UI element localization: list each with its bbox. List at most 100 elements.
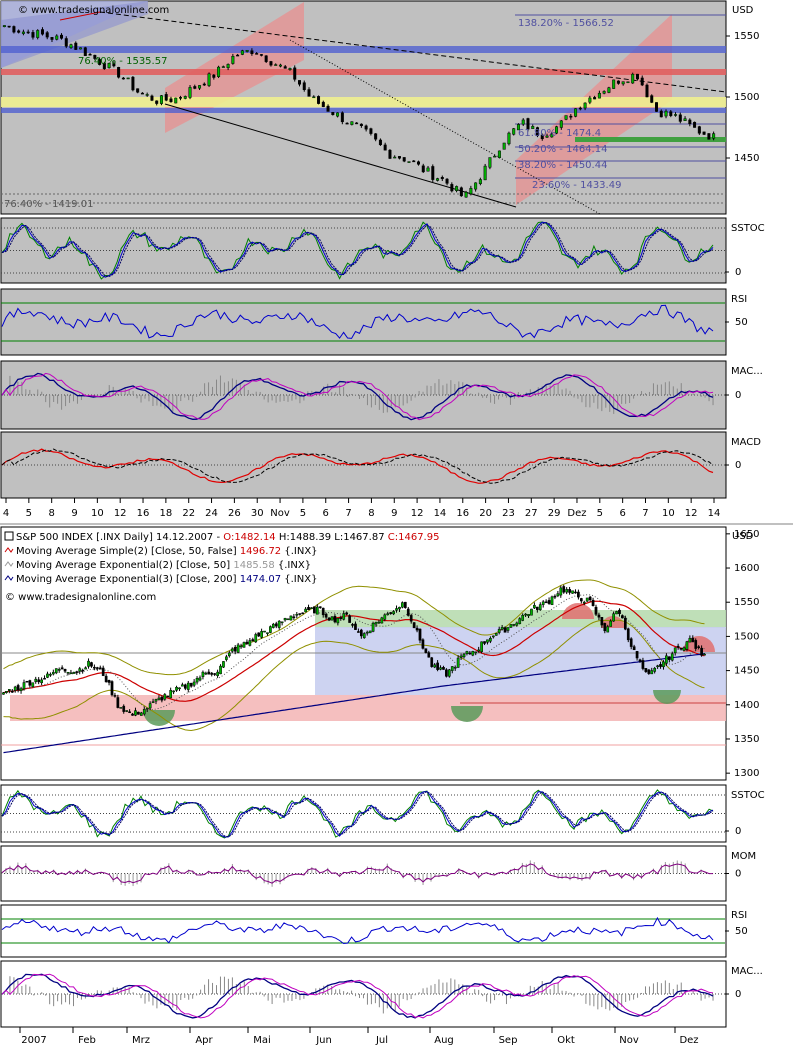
candle bbox=[257, 632, 261, 637]
candle bbox=[21, 31, 25, 34]
candle bbox=[242, 642, 246, 648]
candle bbox=[676, 645, 680, 648]
candle bbox=[568, 589, 571, 593]
candle bbox=[674, 114, 678, 116]
candle bbox=[264, 55, 268, 62]
candle bbox=[254, 634, 258, 643]
candle bbox=[656, 665, 659, 668]
candle bbox=[655, 102, 658, 112]
top-price-panel: 138.20% - 1566.52 76.40% - 1535.57 61.80… bbox=[0, 0, 727, 215]
candle bbox=[418, 628, 422, 641]
candle bbox=[397, 156, 401, 159]
date-tick: Feb bbox=[78, 1035, 96, 1046]
mom-line bbox=[1, 863, 713, 884]
candle bbox=[450, 184, 454, 192]
candle bbox=[678, 114, 682, 122]
candle bbox=[298, 613, 302, 615]
candle bbox=[7, 25, 11, 28]
legend-item: S&P 500 INDEX [.INX Daily] 14.12.2007 - … bbox=[16, 532, 439, 543]
candle bbox=[117, 67, 121, 78]
candle bbox=[606, 626, 610, 633]
candle bbox=[98, 59, 102, 65]
signal-line bbox=[1, 973, 714, 1019]
candle bbox=[128, 711, 131, 713]
candle bbox=[392, 611, 395, 615]
candle bbox=[179, 97, 182, 99]
candle bbox=[682, 647, 686, 651]
candle bbox=[137, 711, 140, 715]
candle bbox=[301, 612, 305, 615]
candle bbox=[250, 50, 254, 55]
candle bbox=[616, 80, 620, 84]
candle bbox=[386, 613, 390, 616]
bottom-price-panel: S&P 500 INDEX [.INX Daily] 14.12.2007 - … bbox=[0, 526, 727, 781]
date-tick: 5 bbox=[26, 508, 32, 519]
candle bbox=[697, 646, 701, 648]
candle bbox=[10, 690, 14, 693]
candle bbox=[493, 155, 497, 158]
panel-label: MAC... bbox=[731, 966, 763, 977]
candle bbox=[621, 615, 624, 619]
stoc-line bbox=[1, 221, 714, 277]
candle bbox=[459, 187, 463, 197]
candle bbox=[383, 614, 387, 620]
candle bbox=[433, 664, 437, 668]
blue-band bbox=[1, 46, 726, 53]
candle bbox=[516, 124, 520, 131]
candle bbox=[635, 73, 639, 80]
candle bbox=[530, 608, 533, 616]
candle bbox=[377, 621, 381, 624]
candle bbox=[456, 657, 460, 668]
candle bbox=[84, 667, 87, 670]
price-tick: 1600 bbox=[734, 563, 759, 574]
legend-item: Moving Average Simple(2) [Close, 50, Fal… bbox=[16, 546, 318, 557]
fib-label: 50.20% - 1464.14 bbox=[518, 144, 607, 155]
candle bbox=[198, 677, 202, 681]
candle bbox=[371, 622, 375, 632]
candle bbox=[274, 64, 278, 66]
candle bbox=[169, 98, 173, 102]
candle bbox=[518, 618, 522, 624]
candle bbox=[110, 681, 114, 696]
stoc-line bbox=[1, 790, 714, 838]
candle bbox=[562, 586, 566, 593]
candle bbox=[626, 81, 630, 83]
bottom-indicator-panels: SSTOC 0 MOM 0 RSI 50 MAC... 0 bbox=[0, 784, 765, 1028]
candle bbox=[478, 179, 482, 184]
date-tick: Aug bbox=[434, 1035, 454, 1046]
date-tick: Dez bbox=[567, 508, 586, 519]
candle bbox=[321, 101, 325, 107]
candle bbox=[670, 653, 674, 661]
candle bbox=[104, 675, 108, 683]
candle bbox=[159, 95, 163, 104]
candle bbox=[139, 712, 143, 716]
candle bbox=[531, 126, 535, 129]
candle bbox=[240, 50, 244, 55]
moving-average-line bbox=[3, 600, 705, 702]
candle bbox=[421, 165, 425, 173]
candle bbox=[569, 115, 573, 118]
candle bbox=[471, 651, 475, 656]
panel-label: SSTOC bbox=[731, 223, 765, 234]
macd-line bbox=[1, 372, 714, 421]
panel-label: RSI bbox=[731, 294, 747, 305]
candle bbox=[564, 115, 568, 120]
candle bbox=[175, 687, 178, 691]
candle bbox=[312, 96, 316, 99]
date-tick: 27 bbox=[525, 508, 538, 519]
candle bbox=[631, 73, 635, 84]
candle bbox=[662, 661, 665, 668]
candle bbox=[31, 32, 35, 38]
date-tick: 12 bbox=[411, 508, 424, 519]
price-tick: 1550 bbox=[734, 597, 759, 608]
blue-zone bbox=[315, 627, 726, 695]
panel-label: RSI bbox=[731, 910, 747, 921]
candle bbox=[488, 157, 492, 168]
date-tick: 12 bbox=[114, 508, 127, 519]
date-tick: Mrz bbox=[132, 1035, 150, 1046]
candle bbox=[313, 606, 316, 614]
candle bbox=[125, 710, 129, 712]
candle bbox=[362, 633, 366, 639]
candle bbox=[494, 633, 498, 636]
candle bbox=[436, 178, 440, 181]
